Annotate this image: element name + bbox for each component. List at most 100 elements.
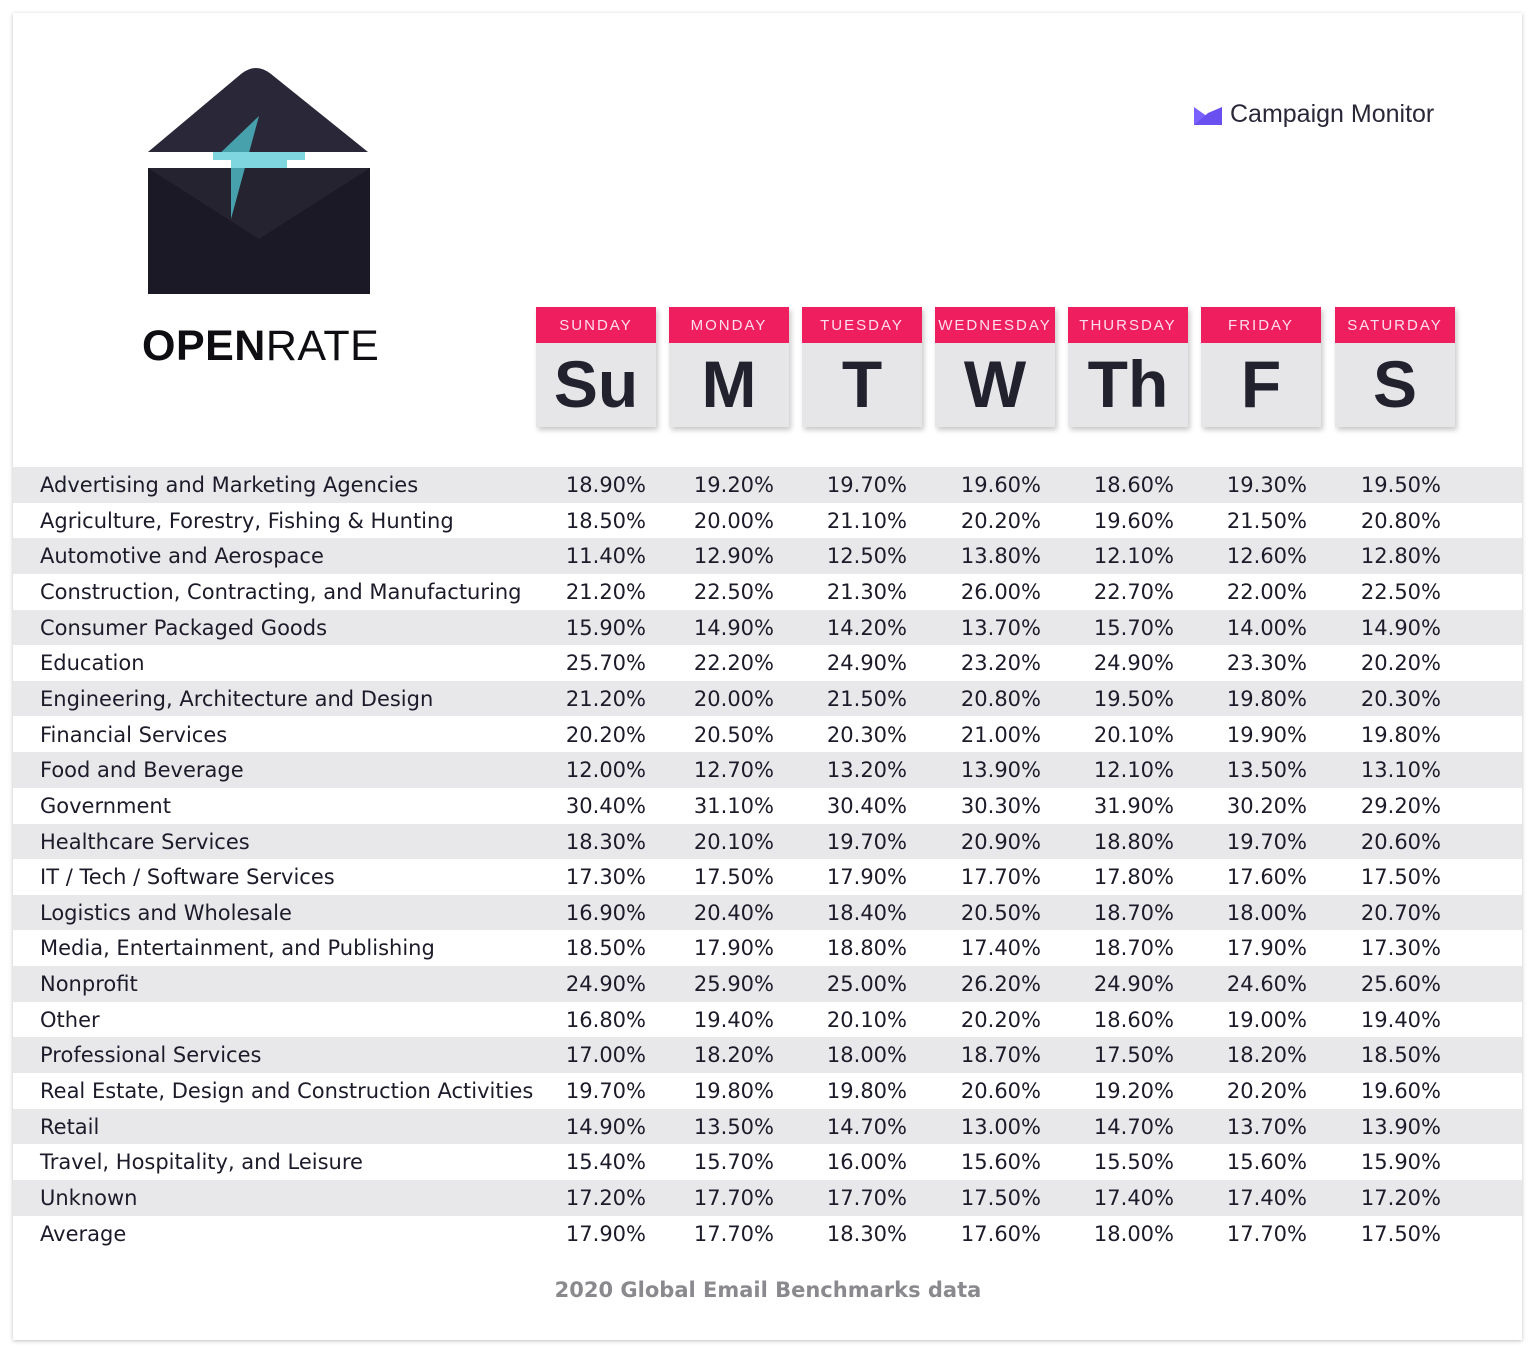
industry-label: Unknown [40, 1186, 138, 1210]
open-rate-cell: 16.80% [565, 1007, 646, 1032]
open-rate-cell: 12.70% [693, 758, 774, 783]
open-rate-cell: 12.50% [826, 544, 907, 569]
open-rate-cell: 15.90% [1360, 1150, 1441, 1175]
open-rate-cell: 19.30% [1226, 473, 1307, 497]
open-rate-cell: 22.50% [1360, 579, 1441, 604]
open-rate-cell: 12.00% [565, 758, 646, 783]
open-rate-cell: 17.90% [826, 865, 907, 890]
open-rate-cell: 19.60% [1360, 1079, 1441, 1104]
open-rate-cell: 17.90% [1226, 936, 1307, 961]
table-row: Agriculture, Forestry, Fishing & Hunting… [13, 503, 1522, 539]
open-rate-cell: 17.90% [565, 1221, 646, 1246]
open-rate-cell: 30.40% [826, 793, 907, 818]
open-rate-cell: 19.70% [1226, 829, 1307, 854]
open-rate-cell: 20.60% [960, 1079, 1041, 1104]
table-row: Other 16.80% 19.40% 20.10% 20.20% 18.60% 19.00… [13, 1002, 1522, 1038]
day-name: SUNDAY [536, 307, 656, 343]
open-rate-cell: 14.90% [693, 615, 774, 640]
open-rate-cell: 25.90% [693, 972, 774, 997]
open-rate-cell: 19.20% [1093, 1079, 1174, 1104]
day-name: THURSDAY [1068, 307, 1188, 343]
table-row: Financial Services 20.20% 20.50% 20.30% 21.0… [13, 717, 1522, 753]
industry-label: Professional Services [40, 1043, 262, 1068]
open-rate-cell: 21.00% [960, 722, 1041, 747]
open-rate-cell: 24.60% [1226, 972, 1307, 997]
open-rate-cell: 30.40% [565, 793, 646, 818]
open-rate-cell: 17.60% [1226, 865, 1307, 890]
table-row: Education 25.70% 22.20% 24.90% 23.20% 24.90% 2… [13, 645, 1522, 681]
industry-label: Retail [40, 1114, 100, 1139]
open-rate-cell: 17.50% [1360, 865, 1441, 890]
industry-label: Agriculture, Forestry, Fishing & Hunting [40, 508, 454, 533]
open-rate-cell: 15.50% [1093, 1150, 1174, 1175]
open-rate-cell: 26.20% [960, 972, 1041, 997]
open-rate-cell: 19.80% [693, 1079, 774, 1104]
open-rate-cell: 13.10% [1360, 758, 1441, 783]
open-rate-cell: 17.50% [1360, 1221, 1441, 1246]
table-row: Government 30.40% 31.10% 30.40% 30.30% 31.90%… [13, 788, 1522, 824]
day-header-wednesday: WEDNESDAY W [935, 307, 1055, 427]
day-abbreviation: Su [553, 347, 639, 421]
open-rate-cell: 18.30% [826, 1221, 907, 1246]
industry-label: IT / Tech / Software Services [40, 865, 335, 890]
open-rate-cell: 11.40% [565, 544, 646, 569]
industry-label: Media, Entertainment, and Publishing [40, 936, 435, 961]
brand-logo: Campaign Monitor [1194, 100, 1434, 129]
open-rate-cell: 18.60% [1093, 473, 1174, 497]
open-rate-cell: 20.70% [1360, 900, 1441, 925]
table-row: Advertising and Marketing Agencies 18.90%… [13, 467, 1522, 503]
table-row: Unknown 17.20% 17.70% 17.70% 17.50% 17.40% 17.… [13, 1180, 1522, 1216]
open-rate-cell: 17.70% [693, 1221, 774, 1246]
table-row: Nonprofit 24.90% 25.90% 25.00% 26.20% 24.90% 2… [13, 966, 1522, 1002]
day-abbreviation: W [963, 347, 1027, 421]
open-rate-cell: 17.50% [960, 1186, 1041, 1210]
open-rate-cell: 17.70% [1226, 1221, 1307, 1246]
open-rate-cell: 15.70% [693, 1150, 774, 1175]
table-row: Retail 14.90% 13.50% 14.70% 13.00% 14.70% 13.7… [13, 1108, 1522, 1145]
open-rate-cell: 18.60% [1093, 1007, 1174, 1032]
page-title: OPENRATE [142, 322, 379, 371]
open-rate-cell: 18.20% [693, 1043, 774, 1068]
open-rate-cell: 17.40% [1226, 1186, 1307, 1210]
open-rate-cell: 31.90% [1093, 793, 1174, 818]
day-name: WEDNESDAY [935, 307, 1055, 343]
open-rate-cell: 25.70% [565, 651, 646, 676]
industry-label: Nonprofit [40, 972, 138, 997]
table-row: Media, Entertainment, and Publishing 18.5… [13, 930, 1522, 966]
open-rate-cell: 17.20% [1360, 1186, 1441, 1210]
open-rate-cell: 18.30% [565, 829, 646, 854]
industry-label: Healthcare Services [40, 829, 250, 854]
day-abbreviation: T [841, 347, 883, 421]
open-rate-cell: 20.10% [1093, 722, 1174, 747]
open-rate-cell: 20.20% [1360, 651, 1441, 676]
open-rate-cell: 17.80% [1093, 865, 1174, 890]
open-rate-cell: 19.50% [1093, 686, 1174, 711]
open-rate-cell: 13.90% [960, 758, 1041, 783]
open-rate-cell: 19.00% [1226, 1007, 1307, 1032]
open-rate-cell: 17.00% [565, 1043, 646, 1068]
open-rate-cell: 20.00% [693, 508, 774, 533]
open-rate-cell: 24.90% [565, 972, 646, 997]
open-rate-cell: 19.60% [1093, 508, 1174, 533]
open-rate-cell: 12.60% [1226, 544, 1307, 569]
table-row: Professional Services 17.00% 18.20% 18.00% 1… [13, 1037, 1522, 1073]
open-rate-cell: 20.50% [693, 722, 774, 747]
open-rate-cell: 20.60% [1360, 829, 1441, 854]
open-rate-cell: 13.00% [960, 1114, 1041, 1139]
open-rate-cell: 16.00% [826, 1150, 907, 1175]
industry-label: Advertising and Marketing Agencies [40, 473, 419, 497]
table-row: Construction, Contracting, and Manufactu… [13, 574, 1522, 610]
open-rate-cell: 22.70% [1093, 579, 1174, 604]
open-rate-cell: 14.20% [826, 615, 907, 640]
title-light: RATE [265, 322, 380, 370]
day-name: MONDAY [669, 307, 789, 343]
open-rate-cell: 20.40% [693, 900, 774, 925]
table-row: Travel, Hospitality, and Leisure 15.40% 15… [13, 1144, 1522, 1180]
open-rate-cell: 17.90% [693, 936, 774, 961]
open-rate-cell: 24.90% [1093, 972, 1174, 997]
open-rate-cell: 20.20% [1226, 1079, 1307, 1104]
open-rate-cell: 17.70% [693, 1186, 774, 1210]
brand-name: Campaign Monitor [1230, 100, 1435, 128]
open-rate-cell: 18.80% [826, 936, 907, 961]
industry-label: Average [40, 1221, 127, 1246]
